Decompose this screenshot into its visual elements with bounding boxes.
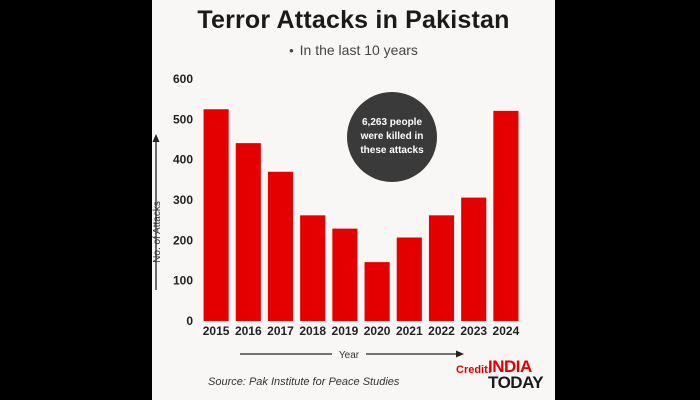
annotation-line-1: 6,263 people	[362, 117, 422, 128]
subtitle-text: In the last 10 years	[299, 42, 418, 58]
bar-2024	[493, 110, 519, 321]
x-axis-label: Year	[339, 350, 360, 361]
bar-2018	[300, 215, 326, 321]
bar-2016	[235, 143, 261, 321]
logo-line-2: TODAY	[488, 373, 544, 392]
x-axis-ticks: 2015 2016 2017 2018 2019 2020 2021 2022 2023 2024	[203, 324, 520, 338]
y-axis: No. of Attacks	[152, 134, 163, 290]
y-tick-label: 0	[186, 314, 193, 328]
y-tick-label: 200	[173, 233, 193, 247]
bar-2023	[461, 197, 487, 321]
x-axis: Year	[240, 348, 464, 361]
y-tick-label: 400	[173, 153, 193, 167]
bar-2019	[332, 228, 358, 321]
bar-chart: 0 100 200 300 400 500 600 2015 2016 2017 2018 2019…	[152, 72, 520, 361]
infographic-card: Terror Attacks in Pakistan • In the last …	[152, 0, 555, 400]
bullet-icon: •	[289, 43, 294, 58]
y-tick-label: 600	[173, 72, 193, 86]
x-tick-label: 2022	[428, 324, 455, 338]
bar-2020	[364, 262, 390, 321]
bar-2017	[267, 171, 294, 321]
x-tick-label: 2020	[364, 324, 391, 338]
x-tick-label: 2018	[299, 324, 326, 338]
bar-2022	[428, 215, 455, 321]
source-note: Source: Pak Institute for Peace Studies	[208, 376, 400, 388]
x-axis-arrow-head	[456, 350, 464, 358]
annotation-line-3: these attacks	[360, 145, 424, 156]
y-tick-label: 100	[173, 274, 193, 288]
x-tick-label: 2021	[396, 324, 423, 338]
india-today-logo: INDIA TODAY	[488, 357, 548, 392]
x-tick-label: 2024	[493, 324, 520, 338]
credit-label: Credit:	[456, 364, 492, 376]
bar-2021	[396, 237, 422, 321]
chart-subtitle: • In the last 10 years	[152, 42, 555, 58]
x-tick-label: 2023	[460, 324, 487, 338]
y-axis-label: No. of Attacks	[152, 201, 163, 263]
x-tick-label: 2019	[332, 324, 359, 338]
annotation-circle	[347, 92, 437, 182]
x-tick-label: 2015	[203, 324, 230, 338]
y-axis-arrow-head	[152, 134, 160, 142]
annotation-bubble: 6,263 people were killed in these attack…	[347, 92, 437, 182]
annotation-line-2: were killed in	[360, 131, 424, 142]
chart-title: Terror Attacks in Pakistan	[197, 6, 510, 34]
y-tick-label: 500	[173, 112, 193, 126]
x-tick-label: 2016	[235, 324, 262, 338]
bar-2015	[203, 109, 229, 321]
x-tick-label: 2017	[267, 324, 294, 338]
bars-group	[203, 109, 519, 321]
y-tick-label: 300	[173, 193, 193, 207]
logo-line-1: INDIA	[488, 357, 532, 376]
y-axis-ticks: 0 100 200 300 400 500 600	[173, 72, 193, 328]
